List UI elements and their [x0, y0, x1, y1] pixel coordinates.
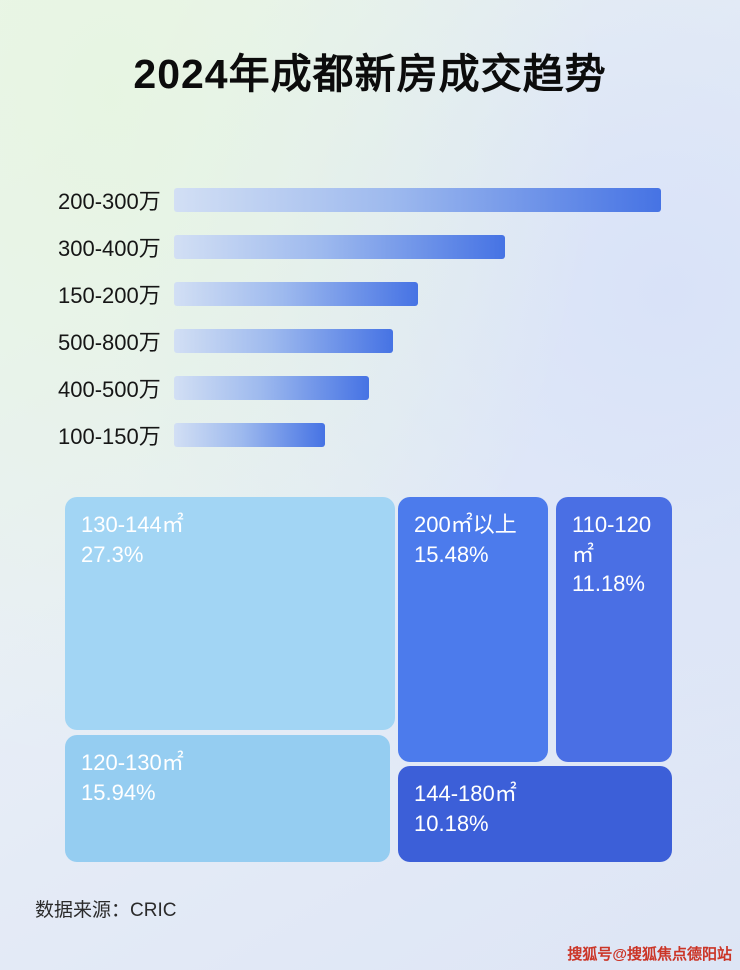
bar-row: 200-300万: [58, 176, 678, 223]
treemap-block-label: 110-120㎡: [572, 512, 652, 567]
bar-row: 400-500万: [58, 364, 678, 411]
bar-category-label: 400-500万: [58, 376, 161, 402]
treemap-block: 144-180㎡ 10.18%: [398, 766, 672, 862]
bar: [174, 422, 325, 447]
treemap-block: 120-130㎡ 15.94%: [65, 735, 390, 862]
bar-category-label: 500-800万: [58, 329, 161, 355]
bar-category-label: 300-400万: [58, 235, 161, 261]
bar-track: [174, 234, 661, 259]
data-source-label: 数据来源：CRIC: [35, 900, 177, 921]
bar-row: 300-400万: [58, 223, 678, 270]
watermark-label: 搜狐号@搜狐焦点德阳站: [567, 946, 732, 963]
bar-track: [174, 281, 661, 306]
bar: [174, 375, 369, 400]
treemap-block-label: 130-144㎡: [81, 512, 184, 537]
treemap-block-value: 27.3%: [81, 541, 144, 567]
bar: [174, 187, 661, 212]
bar-category-label: 150-200万: [58, 282, 161, 308]
bar: [174, 328, 394, 353]
bar-row: 500-800万: [58, 317, 678, 364]
bar: [174, 234, 506, 259]
treemap-block-label: 200㎡以上: [414, 512, 517, 537]
bar-track: [174, 187, 661, 212]
treemap-block-value: 10.18%: [414, 810, 489, 836]
treemap-block-value: 15.48%: [414, 541, 489, 567]
price-range-bar-chart: 200-300万 300-400万 150-200万 500-800万 400-…: [58, 176, 678, 458]
treemap-block: 200㎡以上 15.48%: [398, 497, 548, 762]
bar: [174, 281, 418, 306]
bar-category-label: 200-300万: [58, 188, 161, 214]
treemap-block: 130-144㎡ 27.3%: [65, 497, 395, 730]
bar-track: [174, 375, 661, 400]
treemap-block-label: 144-180㎡: [414, 781, 517, 806]
bar-row: 150-200万: [58, 270, 678, 317]
treemap-block-label: 120-130㎡: [81, 750, 184, 775]
page-title: 2024年成都新房成交趋势: [133, 51, 607, 97]
bar-row: 100-150万: [58, 411, 678, 458]
area-share-treemap: 130-144㎡ 27.3% 200㎡以上 15.48% 110-120㎡ 11…: [65, 497, 672, 862]
treemap-block-value: 15.94%: [81, 779, 156, 805]
bar-category-label: 100-150万: [58, 423, 161, 449]
treemap-block: 110-120㎡ 11.18%: [556, 497, 672, 762]
bar-track: [174, 328, 661, 353]
treemap-block-value: 11.18%: [572, 571, 645, 597]
bar-track: [174, 422, 661, 447]
